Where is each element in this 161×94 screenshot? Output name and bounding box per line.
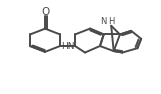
Text: N: N [100,17,106,26]
Text: O: O [41,7,49,17]
Text: HN: HN [61,42,75,50]
Text: H: H [108,17,114,26]
